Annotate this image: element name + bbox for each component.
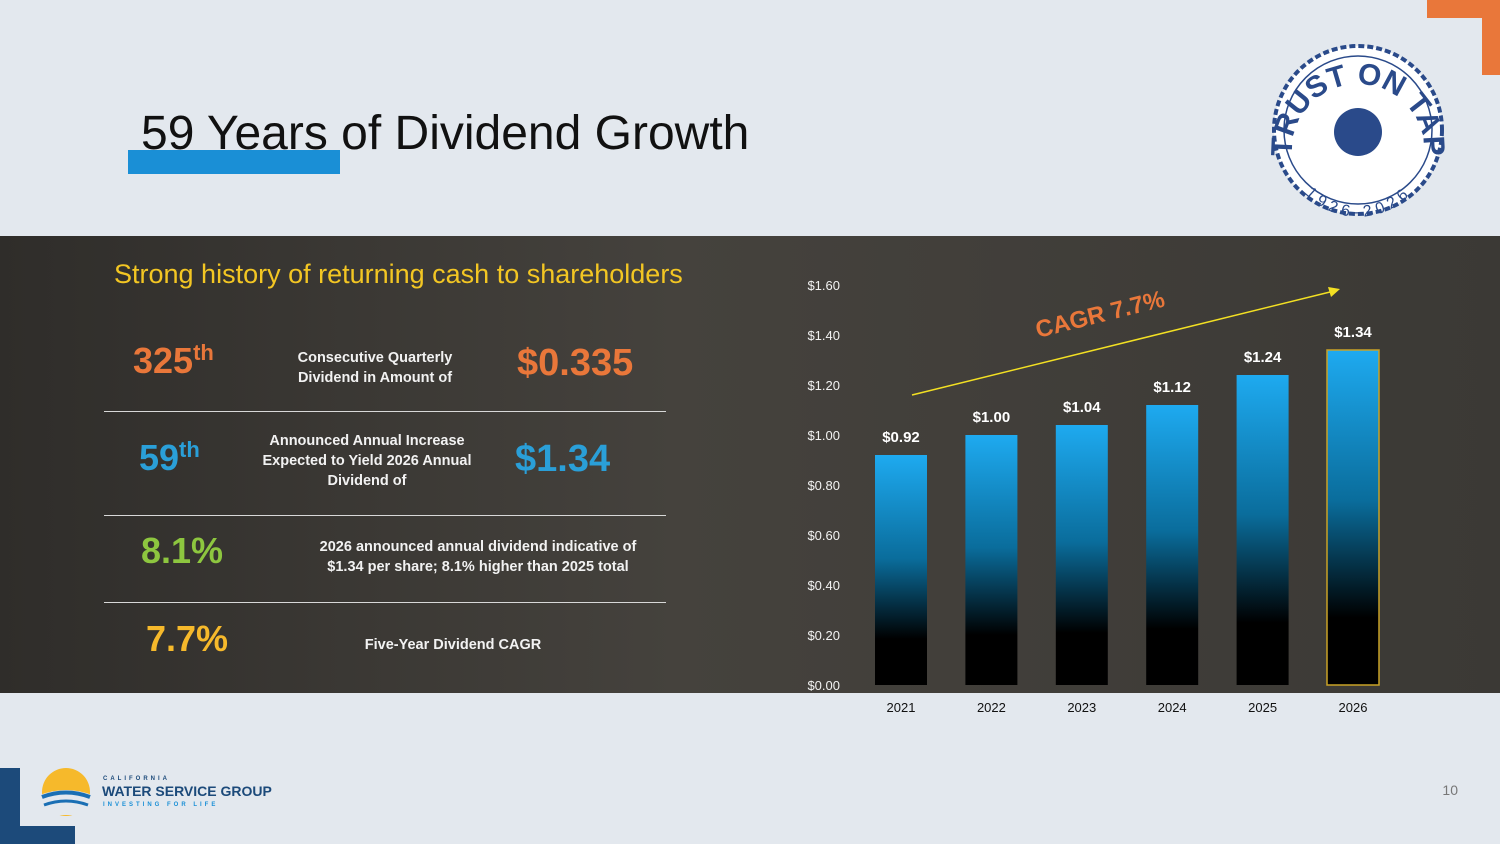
stat-amount: $0.335	[517, 342, 634, 384]
y-tick-label: $1.40	[807, 328, 840, 343]
corner-accent	[1482, 0, 1500, 75]
suffix: th	[179, 437, 200, 462]
stat-figure: 59th	[139, 437, 200, 479]
stat-text: Consecutive Quarterly Dividend in Amount…	[297, 350, 453, 386]
cagr-arrowhead	[1328, 287, 1340, 297]
x-tick-label: 2022	[977, 700, 1006, 715]
y-tick-label: $0.60	[807, 528, 840, 543]
corner-accent	[0, 826, 75, 844]
value-label: $1.24	[1244, 349, 1282, 366]
y-tick-label: $1.20	[807, 378, 840, 393]
x-tick-label: 2023	[1067, 700, 1096, 715]
y-tick-label: $0.40	[807, 578, 840, 593]
logo-text: CALIFORNIA	[103, 776, 170, 782]
stat-text: Announced Annual Increase Expected to Yi…	[262, 433, 472, 489]
figure: 325	[133, 340, 194, 381]
suffix: th	[193, 340, 214, 365]
y-tick-label: $0.80	[807, 478, 840, 493]
y-tick-label: $1.00	[807, 428, 840, 443]
subtitle: Strong history of returning cash to shar…	[114, 259, 683, 289]
corner-accent	[0, 768, 20, 844]
separator	[104, 515, 666, 516]
stat-figure: 8.1%	[141, 530, 224, 571]
badge: TRUST ON TAP 1926-2026	[1266, 44, 1450, 221]
value-label: $1.04	[1063, 399, 1101, 416]
bar	[965, 435, 1018, 685]
bar	[1055, 425, 1108, 685]
figure: 59	[139, 437, 180, 478]
slide-title: 59 Years of Dividend Growth	[141, 107, 750, 160]
y-tick-label: $0.00	[807, 678, 840, 693]
x-tick-label: 2024	[1158, 700, 1187, 715]
corner-accent	[1427, 0, 1500, 18]
logo-text: INVESTING FOR LIFE	[103, 802, 218, 808]
stat-figure: 7.7%	[146, 618, 229, 659]
annotation: CAGR 7.7%	[1033, 286, 1168, 344]
title-accent	[128, 150, 340, 174]
logo-text: WATER SERVICE GROUP	[102, 783, 272, 799]
value-label: $0.92	[882, 429, 920, 446]
x-tick-label: 2026	[1339, 700, 1368, 715]
value-label: $1.12	[1153, 379, 1191, 396]
bar	[1146, 405, 1199, 685]
bar	[875, 455, 927, 685]
bar	[1236, 375, 1289, 685]
y-tick-label: $0.20	[807, 628, 840, 643]
separator	[104, 411, 666, 412]
x-tick-label: 2021	[887, 700, 916, 715]
bar	[1326, 349, 1380, 686]
separator	[104, 602, 666, 603]
page-number: 10	[1442, 782, 1458, 798]
stat-text: Five-Year Dividend CAGR	[364, 637, 542, 653]
x-tick-label: 2025	[1248, 700, 1277, 715]
cagr-arrow	[911, 291, 1331, 396]
stat-amount: $1.34	[515, 438, 611, 480]
stat-figure: 325th	[133, 340, 214, 382]
y-tick-label: $1.60	[807, 278, 840, 293]
logo: CALIFORNIA WATER SERVICE GROUP INVESTING…	[40, 768, 272, 816]
value-label: $1.00	[973, 409, 1011, 426]
stat-text: 2026 announced annual dividend indicativ…	[319, 539, 637, 575]
value-label: $1.34	[1334, 324, 1372, 341]
